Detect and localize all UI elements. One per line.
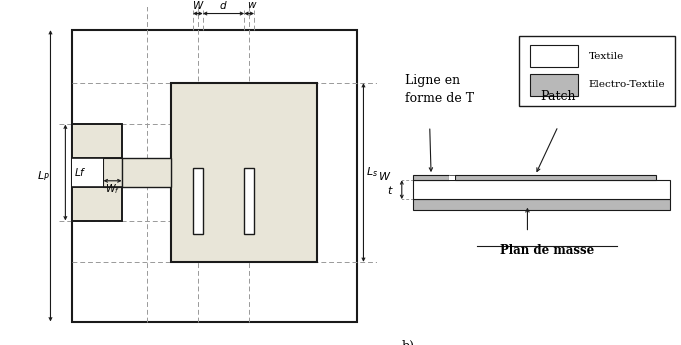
Bar [413,175,449,180]
Bar [72,125,122,158]
Bar [122,158,172,187]
Text: $gap$: $gap$ [175,344,196,345]
Text: Patch: Patch [541,90,576,102]
Bar [413,180,670,199]
Text: $W$: $W$ [379,170,392,182]
Bar [172,83,317,262]
Bar [72,125,122,158]
Text: $L_P$: $L_P$ [37,169,50,183]
Bar [530,45,577,68]
Text: b): b) [402,341,415,345]
Bar [72,158,104,187]
Text: $d$: $d$ [219,0,228,11]
Bar [72,187,122,220]
Bar [530,74,577,96]
Text: $Lf$: $Lf$ [74,167,86,178]
Text: $L$: $L$ [143,344,150,345]
Bar [104,158,122,187]
Text: $L_s$: $L_s$ [366,166,378,179]
Bar [72,30,357,322]
Text: $W$: $W$ [191,0,204,11]
Bar [519,36,676,106]
Bar [455,175,656,180]
Text: $W_f$: $W_f$ [105,182,120,196]
Text: $t$: $t$ [387,184,394,196]
Text: Plan de masse: Plan de masse [500,244,594,257]
Bar [193,168,203,234]
Text: Electro-Textile: Electro-Textile [589,80,665,89]
Text: Ligne en
forme de T: Ligne en forme de T [405,74,474,105]
Bar [449,175,455,180]
Bar [72,187,122,220]
Bar [244,168,254,234]
Bar [413,199,670,210]
Text: $w$: $w$ [247,0,258,10]
Text: Textile: Textile [589,52,624,61]
